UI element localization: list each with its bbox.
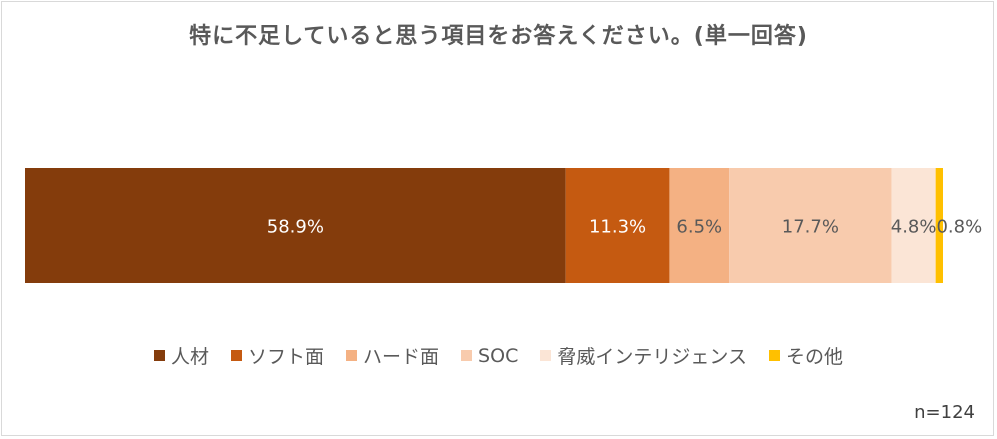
legend-item-1: ソフト面 (231, 342, 324, 369)
data-label-1: 11.3% (589, 217, 646, 238)
legend-label-0: 人材 (171, 346, 210, 368)
legend-label-1: ソフト面 (248, 346, 325, 368)
bar-segment-1 (565, 168, 670, 283)
bar-segment-4 (891, 168, 936, 283)
bar-segment-2 (669, 168, 730, 283)
legend-swatch-3 (461, 350, 473, 361)
data-label-3: 17.7% (782, 217, 839, 238)
sample-size-note: n=124 (914, 402, 975, 423)
legend-swatch-4 (540, 350, 552, 361)
data-label-0: 58.9% (267, 217, 324, 238)
legend-item-5: その他 (768, 342, 843, 369)
legend-swatch-1 (231, 350, 243, 361)
legend-item-2: ハード面 (346, 342, 439, 369)
legend-label-3: SOC (478, 344, 519, 367)
legend-label-5: その他 (785, 346, 843, 368)
data-label-5: 0.8% (936, 217, 982, 238)
chart-title: 特に不足していると思う項目をお答えください。(単一回答) (189, 24, 808, 49)
bar-segment-0 (25, 168, 566, 283)
legend-item-4: 脅威インテリジェンス (540, 342, 747, 369)
bar-segment-5 (935, 168, 943, 283)
data-label-2: 6.5% (676, 217, 722, 238)
legend-label-4: 脅威インテリジェンス (557, 346, 747, 368)
legend-swatch-0 (154, 350, 165, 361)
legend-swatch-2 (346, 350, 358, 361)
legend-item-0: 人材 (154, 342, 209, 369)
legend-swatch-5 (768, 350, 780, 361)
legend: 人材 ソフト面 ハード面 SOC 脅威インテリジェンス その他 (0, 342, 997, 369)
legend-label-2: ハード面 (363, 346, 440, 368)
legend-item-3: SOC (461, 345, 518, 367)
bar-segment-3 (729, 168, 892, 283)
data-label-4: 4.8% (891, 217, 937, 238)
